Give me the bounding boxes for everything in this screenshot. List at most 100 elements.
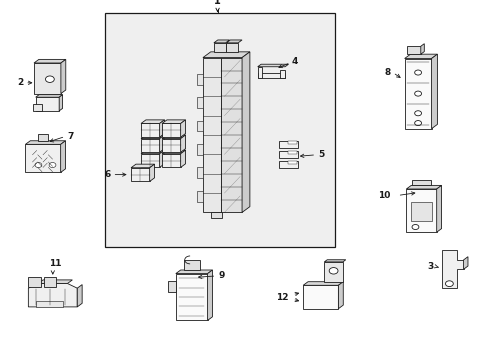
Text: 9: 9 (218, 271, 224, 280)
Bar (210, 212, 222, 218)
Text: 1: 1 (214, 0, 221, 6)
Polygon shape (141, 120, 164, 123)
Polygon shape (441, 250, 463, 288)
Text: 2: 2 (17, 78, 23, 87)
Polygon shape (168, 281, 176, 292)
Polygon shape (61, 59, 65, 94)
Text: 8: 8 (384, 68, 390, 77)
Bar (257, 67, 262, 78)
Polygon shape (180, 150, 185, 167)
Bar (303, 285, 338, 309)
Polygon shape (257, 64, 288, 67)
Circle shape (49, 162, 56, 167)
Polygon shape (38, 280, 72, 284)
Circle shape (414, 121, 421, 126)
Bar (197, 97, 203, 108)
Bar (226, 43, 238, 52)
Bar (44, 277, 56, 287)
Circle shape (414, 70, 421, 75)
Polygon shape (404, 54, 436, 58)
Bar (38, 134, 48, 141)
Polygon shape (176, 270, 212, 274)
Bar (278, 161, 297, 168)
Polygon shape (324, 260, 345, 262)
Text: 3: 3 (426, 262, 432, 271)
Bar (287, 151, 296, 154)
Bar (105, 13, 334, 247)
Polygon shape (207, 270, 212, 320)
Bar (213, 43, 225, 52)
Bar (197, 74, 203, 85)
Circle shape (328, 267, 337, 274)
Polygon shape (213, 40, 229, 43)
Polygon shape (25, 141, 65, 144)
Polygon shape (303, 282, 343, 285)
Polygon shape (131, 164, 154, 168)
Bar (197, 191, 203, 202)
Bar (278, 141, 297, 148)
Polygon shape (28, 284, 77, 307)
Polygon shape (159, 150, 164, 167)
Bar (197, 144, 203, 155)
Bar (197, 167, 203, 178)
Text: 7: 7 (67, 132, 74, 141)
Polygon shape (162, 120, 185, 123)
Polygon shape (180, 120, 185, 137)
Text: 4: 4 (291, 57, 298, 66)
Polygon shape (77, 284, 82, 307)
Bar (257, 73, 285, 78)
Polygon shape (180, 135, 185, 152)
Polygon shape (162, 150, 185, 154)
Bar (280, 70, 285, 78)
Text: 6: 6 (104, 170, 110, 179)
Polygon shape (159, 120, 164, 137)
Bar (220, 58, 242, 212)
Bar (407, 46, 420, 54)
Bar (141, 139, 159, 152)
Bar (141, 123, 159, 137)
Bar (28, 277, 41, 287)
Polygon shape (420, 44, 424, 54)
Polygon shape (203, 52, 249, 58)
Bar (197, 121, 203, 131)
Bar (287, 161, 296, 164)
Bar (131, 168, 149, 181)
Polygon shape (338, 282, 343, 309)
Bar (410, 202, 431, 221)
Polygon shape (141, 150, 164, 154)
Bar (162, 123, 180, 137)
Bar (324, 262, 342, 282)
Bar (411, 180, 430, 185)
Bar (406, 189, 436, 232)
Circle shape (411, 225, 418, 230)
Polygon shape (61, 141, 65, 172)
Bar (203, 58, 220, 212)
Circle shape (414, 111, 421, 116)
Bar (162, 154, 180, 167)
Bar (162, 139, 180, 152)
Bar (25, 144, 61, 172)
Polygon shape (149, 164, 154, 181)
Bar (176, 274, 207, 320)
Polygon shape (34, 59, 65, 63)
Bar (34, 63, 61, 94)
Bar (36, 301, 62, 307)
Polygon shape (242, 52, 249, 212)
Bar (287, 141, 296, 144)
Polygon shape (430, 54, 436, 129)
Polygon shape (226, 40, 242, 43)
Circle shape (35, 162, 42, 167)
Polygon shape (406, 185, 441, 189)
Circle shape (414, 91, 421, 96)
Bar (36, 97, 59, 111)
Text: 12: 12 (275, 292, 288, 302)
Polygon shape (59, 95, 62, 111)
Text: 11: 11 (49, 259, 61, 269)
Circle shape (45, 76, 54, 82)
Circle shape (445, 281, 452, 287)
Text: 5: 5 (318, 150, 324, 159)
Polygon shape (463, 257, 467, 269)
Bar (33, 104, 42, 111)
Bar (404, 58, 431, 129)
Bar (183, 260, 199, 270)
